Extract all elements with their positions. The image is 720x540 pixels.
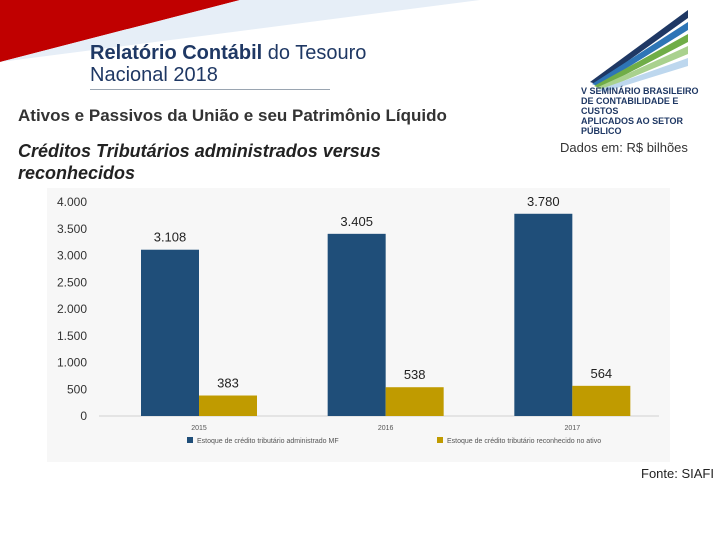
x-tick-label: 2017 <box>565 425 581 432</box>
seminar-logo-icon <box>590 10 688 92</box>
chart-heading: Créditos Tributários administrados versu… <box>18 141 381 183</box>
bar-administrado-2015 <box>141 249 199 416</box>
y-tick-label: 3.500 <box>57 222 87 236</box>
page-title-rest: do Tesouro <box>262 42 367 64</box>
y-tick-label: 500 <box>67 382 87 396</box>
logo-line3: APLICADOS AO SETOR PÚBLICO <box>581 116 684 136</box>
legend-swatch <box>187 437 193 443</box>
page-title-line2: Nacional 2018 <box>90 64 218 86</box>
legend-label: Estoque de crédito tributário reconhecid… <box>447 438 601 445</box>
bar-administrado-2016 <box>327 233 386 416</box>
bar-reconhecido-2017 <box>572 385 631 416</box>
y-tick-label: 0 <box>80 409 87 423</box>
title-divider <box>90 89 330 90</box>
seminar-logo-text: V SEMINÁRIO BRASILEIRO DE CONTABILIDADE … <box>581 86 711 136</box>
page-title: Relatório Contábil do Tesouro Nacional 2… <box>90 42 490 86</box>
bar-administrado-2017 <box>514 213 573 416</box>
data-label: 538 <box>404 367 426 382</box>
x-tick-label: 2015 <box>191 425 207 432</box>
data-label: 3.405 <box>340 214 373 229</box>
y-tick-label: 3.000 <box>57 249 87 263</box>
y-tick-label: 1.000 <box>57 356 87 370</box>
data-label: 564 <box>590 366 612 381</box>
data-label: 3.108 <box>154 230 187 245</box>
chart-area: 0 500 1.000 1.500 2.000 2.500 3.000 3.500 4.000 3… <box>47 188 670 462</box>
legend-label: Estoque de crédito tributário administra… <box>197 438 339 445</box>
y-tick-label: 4.000 <box>57 195 87 209</box>
legend-swatch <box>437 437 443 443</box>
y-tick-label: 2.000 <box>57 302 87 316</box>
bar-chart: 0 500 1.000 1.500 2.000 2.500 3.000 3.500 4.000 3… <box>57 194 659 445</box>
section-subtitle: Ativos e Passivos da União e seu Patrimô… <box>18 106 447 125</box>
page-title-bold: Relatório Contábil <box>90 42 263 64</box>
logo-line1: V SEMINÁRIO BRASILEIRO <box>581 86 699 96</box>
y-tick-label: 2.500 <box>57 275 87 289</box>
y-tick-label: 1.500 <box>57 329 87 343</box>
units-note: Dados em: R$ bilhões <box>560 140 688 155</box>
data-label: 383 <box>217 376 239 391</box>
bar-reconhecido-2015 <box>199 395 257 416</box>
navy-corner-band <box>0 0 480 62</box>
bar-reconhecido-2016 <box>385 387 444 416</box>
data-label: 3.780 <box>527 194 560 209</box>
logo-line2: DE CONTABILIDADE E CUSTOS <box>581 96 679 116</box>
x-tick-label: 2016 <box>378 425 394 432</box>
source-note: Fonte: SIAFI <box>641 466 714 481</box>
